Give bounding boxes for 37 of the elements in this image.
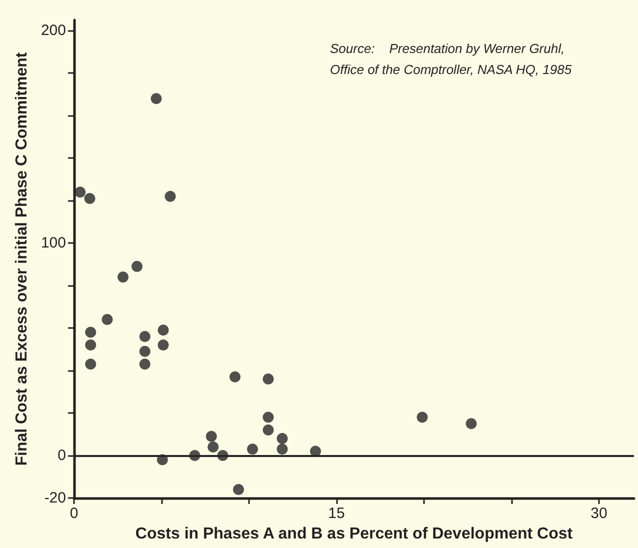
- point: [262, 424, 274, 436]
- point: [230, 371, 240, 382]
- point: [139, 346, 150, 357]
- x-tick-label: 0: [70, 505, 78, 522]
- point: [164, 190, 176, 202]
- y-tick-label: 100: [40, 234, 66, 252]
- point: [85, 358, 96, 370]
- point: [206, 430, 217, 442]
- point: [208, 442, 219, 453]
- point: [139, 358, 150, 370]
- y-tick-label: 0: [58, 447, 66, 464]
- annotation: Source: Presentation by Werner Gruhl, Office of the Comptroller, NASA HQ, 1985: [330, 41, 572, 77]
- point: [102, 314, 113, 326]
- y-axis-title: Final Cost as Excess over initial Phase C Commitment: [14, 52, 31, 466]
- point: [466, 418, 477, 430]
- point: [85, 326, 96, 338]
- y-tick-label: -20: [44, 490, 66, 506]
- point: [85, 340, 96, 351]
- point: [118, 272, 128, 283]
- point: [150, 93, 162, 104]
- point: [74, 186, 86, 198]
- x-tick-label: 15: [328, 505, 345, 522]
- point: [158, 340, 169, 351]
- x-tick-label: 30: [590, 505, 608, 522]
- point: [262, 374, 274, 385]
- y-tick-label: 200: [40, 22, 66, 40]
- point: [262, 412, 274, 423]
- point: [416, 412, 428, 423]
- point: [233, 484, 244, 495]
- point: [276, 444, 288, 455]
- point: [139, 331, 150, 342]
- point: [276, 433, 288, 444]
- point: [247, 444, 258, 455]
- point: [158, 324, 169, 336]
- point: [132, 260, 142, 272]
- x-axis-title: Costs in Phases A and B as Percent of Development Cost: [135, 525, 574, 542]
- point: [84, 192, 96, 204]
